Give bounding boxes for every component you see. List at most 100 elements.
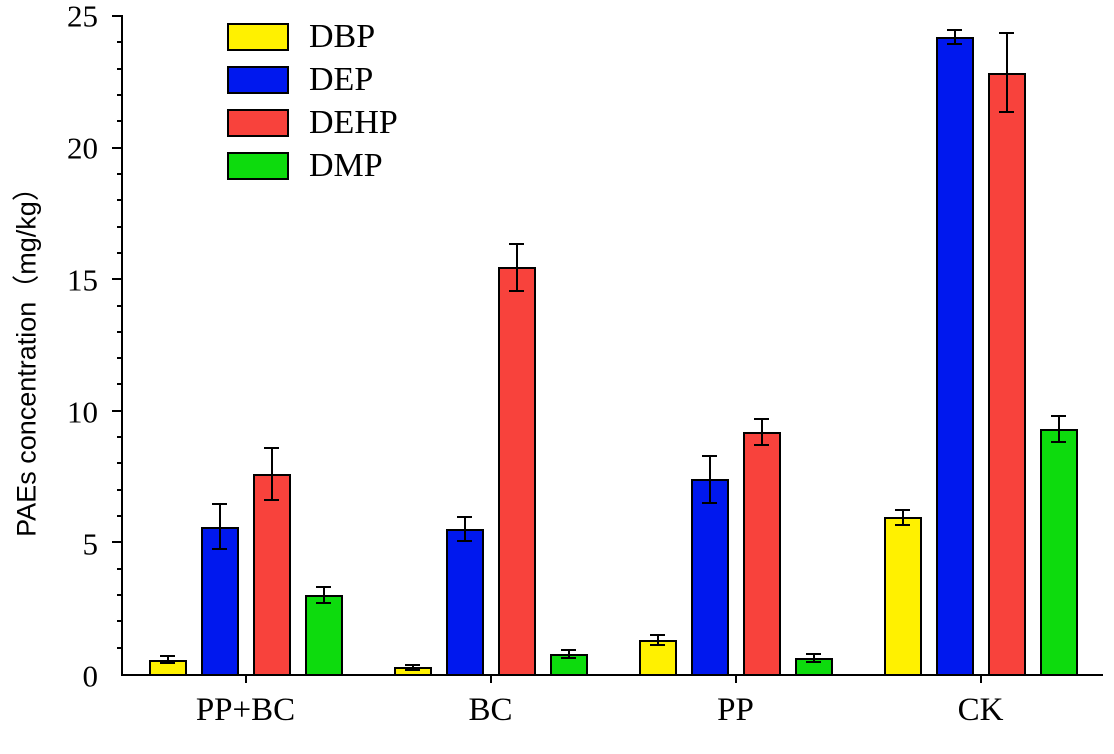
bar-slot-DBP-PP+BC	[148, 16, 187, 674]
error-cap-bottom-DEP-PP+BC	[212, 547, 227, 550]
bar-slot-DBP-BC	[393, 16, 432, 674]
error-bar-DBP-BC	[411, 665, 414, 670]
bar-DEP-PP+BC	[200, 526, 239, 674]
bar-slot-DMP-PP	[794, 16, 833, 674]
y-minor-tick	[117, 225, 123, 228]
error-cap-top-DBP-PP	[650, 633, 665, 636]
bar-DMP-PP+BC	[304, 595, 343, 674]
error-cap-bottom-DBP-BC	[405, 668, 420, 671]
bar-slot-DEP-PP+BC	[200, 16, 239, 674]
y-minor-tick	[117, 462, 123, 465]
y-tick-label: 5	[82, 526, 99, 562]
error-cap-bottom-DEHP-BC	[509, 290, 524, 293]
bar-slot-DMP-BC	[549, 16, 588, 674]
y-minor-tick	[117, 357, 123, 360]
bar-slot-DBP-CK	[883, 16, 922, 674]
error-cap-bottom-DMP-CK	[1051, 441, 1066, 444]
error-cap-top-DEP-BC	[457, 516, 472, 519]
error-bar-DEHP-BC	[515, 243, 518, 292]
y-major-tick	[112, 409, 123, 412]
legend-label-DEHP: DEHP	[309, 104, 398, 141]
error-cap-bottom-DEHP-PP	[754, 444, 769, 447]
x-tick	[244, 674, 247, 683]
y-minor-tick	[117, 67, 123, 70]
error-bar-DEP-PP+BC	[218, 504, 221, 549]
x-tick	[489, 674, 492, 683]
y-minor-tick	[117, 120, 123, 123]
x-tick	[734, 674, 737, 683]
bar-slot-DMP-PP+BC	[304, 16, 343, 674]
y-minor-tick	[117, 646, 123, 649]
error-cap-top-DEP-PP+BC	[212, 503, 227, 506]
y-minor-tick	[117, 41, 123, 44]
error-cap-bottom-DEHP-PP+BC	[264, 499, 279, 502]
error-cap-bottom-DBP-CK	[895, 524, 910, 527]
legend-item-DBP: DBP	[227, 20, 398, 54]
error-bar-DBP-PP	[656, 634, 659, 646]
error-cap-bottom-DEP-BC	[457, 540, 472, 543]
y-minor-tick	[117, 251, 123, 254]
error-cap-bottom-DEP-CK	[947, 42, 962, 45]
legend-label-DBP: DBP	[309, 18, 376, 55]
legend-label-DEP: DEP	[309, 61, 374, 98]
y-minor-tick	[117, 488, 123, 491]
plot-area: DBP DEP DEHP DMP PP+BC BC PP CK	[112, 15, 1103, 728]
y-minor-tick	[117, 515, 123, 518]
error-cap-bottom-DBP-PP+BC	[160, 662, 175, 665]
x-tick-label-BC: BC	[468, 692, 513, 728]
error-cap-top-DMP-CK	[1051, 415, 1066, 418]
error-bar-DMP-PP+BC	[322, 587, 325, 603]
error-cap-top-DEHP-CK	[999, 32, 1014, 35]
error-cap-top-DEP-CK	[947, 29, 962, 32]
bar-group-CK	[858, 16, 1103, 674]
legend-swatch-DBP	[227, 23, 289, 51]
y-major-tick	[112, 541, 123, 544]
bar-slot-DEHP-PP+BC	[252, 16, 291, 674]
error-bar-DMP-BC	[567, 650, 570, 659]
y-minor-tick	[117, 199, 123, 202]
bar-DEP-BC	[445, 529, 484, 674]
error-cap-bottom-DMP-PP+BC	[316, 601, 331, 604]
y-minor-tick	[117, 93, 123, 96]
y-tick-label: 25	[67, 0, 98, 34]
y-minor-tick	[117, 620, 123, 623]
error-cap-top-DBP-CK	[895, 508, 910, 511]
error-cap-top-DBP-BC	[405, 664, 420, 667]
y-tick-label: 0	[82, 658, 99, 694]
legend: DBP DEP DEHP DMP	[227, 20, 398, 183]
error-bar-DEP-BC	[463, 517, 466, 542]
error-bar-DEHP-CK	[1005, 33, 1008, 113]
bar-slot-DEHP-CK	[987, 16, 1026, 674]
legend-item-DMP: DMP	[227, 149, 398, 183]
error-cap-top-DEP-PP	[702, 454, 717, 457]
error-cap-bottom-DMP-BC	[561, 657, 576, 660]
bar-DEP-CK	[935, 37, 974, 674]
x-tick-label-PP: PP	[717, 692, 754, 728]
error-cap-top-DEHP-PP	[754, 417, 769, 420]
bar-DEHP-CK	[987, 72, 1026, 674]
bar-group-BC	[368, 16, 613, 674]
y-minor-tick	[117, 172, 123, 175]
error-cap-top-DEHP-BC	[509, 242, 524, 245]
x-tick	[979, 674, 982, 683]
error-cap-bottom-DBP-PP	[650, 644, 665, 647]
bar-slot-DEHP-PP	[742, 16, 781, 674]
bar-DEP-PP	[690, 479, 729, 674]
error-bar-DMP-PP	[812, 654, 815, 663]
bar-slot-DEP-CK	[935, 16, 974, 674]
y-minor-tick	[117, 304, 123, 307]
y-tick-label: 10	[67, 394, 98, 430]
bar-DEHP-PP+BC	[252, 473, 291, 674]
error-bar-DEP-CK	[953, 30, 956, 44]
bar-DEHP-PP	[742, 431, 781, 674]
error-bar-DEHP-PP	[760, 418, 763, 446]
bar-slot-DEHP-BC	[497, 16, 536, 674]
error-cap-top-DBP-PP+BC	[160, 654, 175, 657]
legend-item-DEHP: DEHP	[227, 106, 398, 140]
bar-slot-DMP-CK	[1039, 16, 1078, 674]
error-bar-DBP-PP+BC	[166, 655, 169, 664]
y-major-tick	[112, 15, 123, 17]
legend-swatch-DEHP	[227, 109, 289, 137]
legend-swatch-DEP	[227, 66, 289, 94]
